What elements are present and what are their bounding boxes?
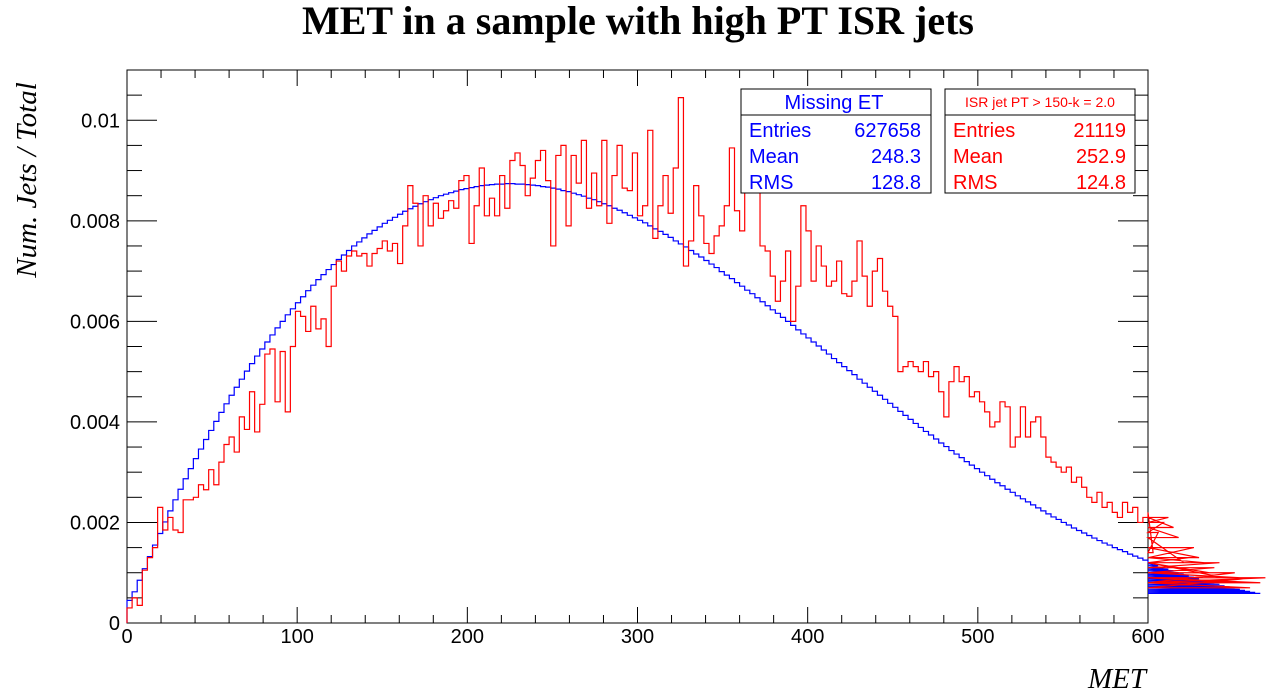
y-tick-label: 0.006: [70, 311, 120, 333]
histogram-isr-jet: [126, 97, 1266, 623]
x-axis-label: MET: [1087, 663, 1148, 692]
stats-box-missing-et: Missing ET Entries 627658 Mean 248.3 RMS…: [740, 88, 932, 194]
histogram-series: [126, 97, 1266, 623]
stats-box-frame: [740, 88, 932, 194]
stats-box-title: ISR jet PT > 150-k = 2.0: [965, 94, 1115, 110]
stats-rms-value: 124.8: [1076, 172, 1126, 194]
stats-rms-value: 128.8: [871, 172, 921, 194]
y-tick-label: 0: [109, 613, 120, 635]
stats-mean-label: Mean: [953, 146, 1003, 168]
stats-rms-label: RMS: [749, 172, 793, 194]
stats-entries-label: Entries: [749, 120, 811, 142]
x-tick-label: 100: [280, 626, 313, 648]
y-tick-label: 0.008: [70, 211, 120, 233]
x-tick-label: 500: [961, 626, 994, 648]
axes: 0 100 200 300 400 500 600 0 0.002 0.004 0.006 0.008…: [70, 69, 1165, 648]
stats-box-isr-jet: ISR jet PT > 150-k = 2.0 Entries 21119 M…: [944, 88, 1136, 194]
x-tick-label: 0: [121, 626, 132, 648]
stats-box-title: Missing ET: [785, 92, 884, 114]
y-tick-label: 0.01: [81, 110, 120, 132]
stats-mean-label: Mean: [749, 146, 799, 168]
stats-box-frame: [944, 88, 1136, 194]
histogram-missing-et: [126, 183, 1261, 623]
stats-rms-label: RMS: [953, 172, 997, 194]
stats-mean-value: 252.9: [1076, 146, 1126, 168]
x-tick-label: 600: [1131, 626, 1164, 648]
chart-title: MET in a sample with high PT ISR jets: [302, 0, 974, 43]
x-tick-label: 300: [621, 626, 654, 648]
y-tick-label: 0.002: [70, 512, 120, 534]
stats-entries-label: Entries: [953, 120, 1015, 142]
stats-mean-value: 248.3: [871, 146, 921, 168]
stats-entries-value: 627658: [854, 120, 921, 142]
stats-entries-value: 21119: [1073, 120, 1126, 142]
x-tick-label: 200: [451, 626, 484, 648]
y-axis-label: Num. Jets / Total: [11, 82, 43, 279]
x-tick-label: 400: [791, 626, 824, 648]
y-tick-label: 0.004: [70, 412, 120, 434]
